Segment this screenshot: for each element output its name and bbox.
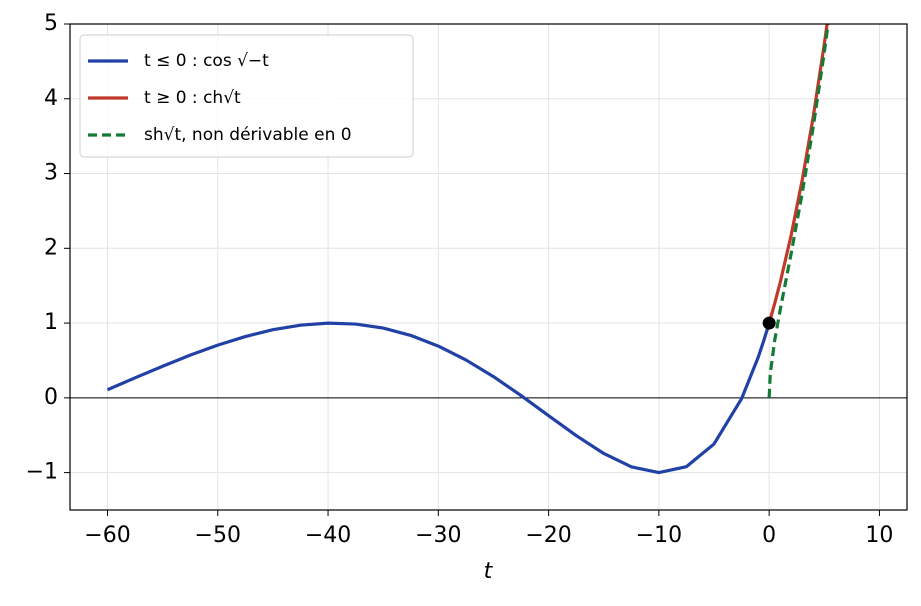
x-tick-label: −30 [415, 523, 461, 548]
y-tick-label: 0 [44, 385, 58, 410]
x-tick-label: −60 [84, 523, 130, 548]
series-line [767, 24, 830, 398]
x-tick-label: −50 [195, 523, 241, 548]
x-axis-label: t [484, 559, 494, 584]
x-tick-label: −40 [305, 523, 351, 548]
series-line [106, 321, 771, 475]
x-tick-label: 0 [762, 523, 776, 548]
y-tick-label: 5 [44, 11, 58, 36]
plot-area [70, 24, 907, 475]
legend-label: t ≥ 0 : ch√t [144, 88, 241, 108]
legend-label: t ≤ 0 : cos √−t [144, 51, 269, 71]
x-tick-label: −10 [636, 523, 682, 548]
x-tick-label: 10 [865, 523, 893, 548]
y-tick-label: −1 [26, 460, 58, 485]
y-tick-label: 3 [44, 161, 58, 186]
series-line [767, 24, 829, 324]
x-tick-label: −20 [525, 523, 571, 548]
y-tick-label: 1 [44, 310, 58, 335]
point [762, 316, 776, 330]
axes-frame [69, 23, 908, 511]
legend: t ≤ 0 : cos √−t t ≥ 0 : ch√t sh√t, non dér… [79, 34, 414, 158]
y-tick-label: 4 [44, 86, 58, 111]
legend-box [79, 34, 414, 158]
y-tick-label: 2 [44, 235, 58, 260]
legend-label: sh√t, non dérivable en 0 [144, 125, 352, 145]
